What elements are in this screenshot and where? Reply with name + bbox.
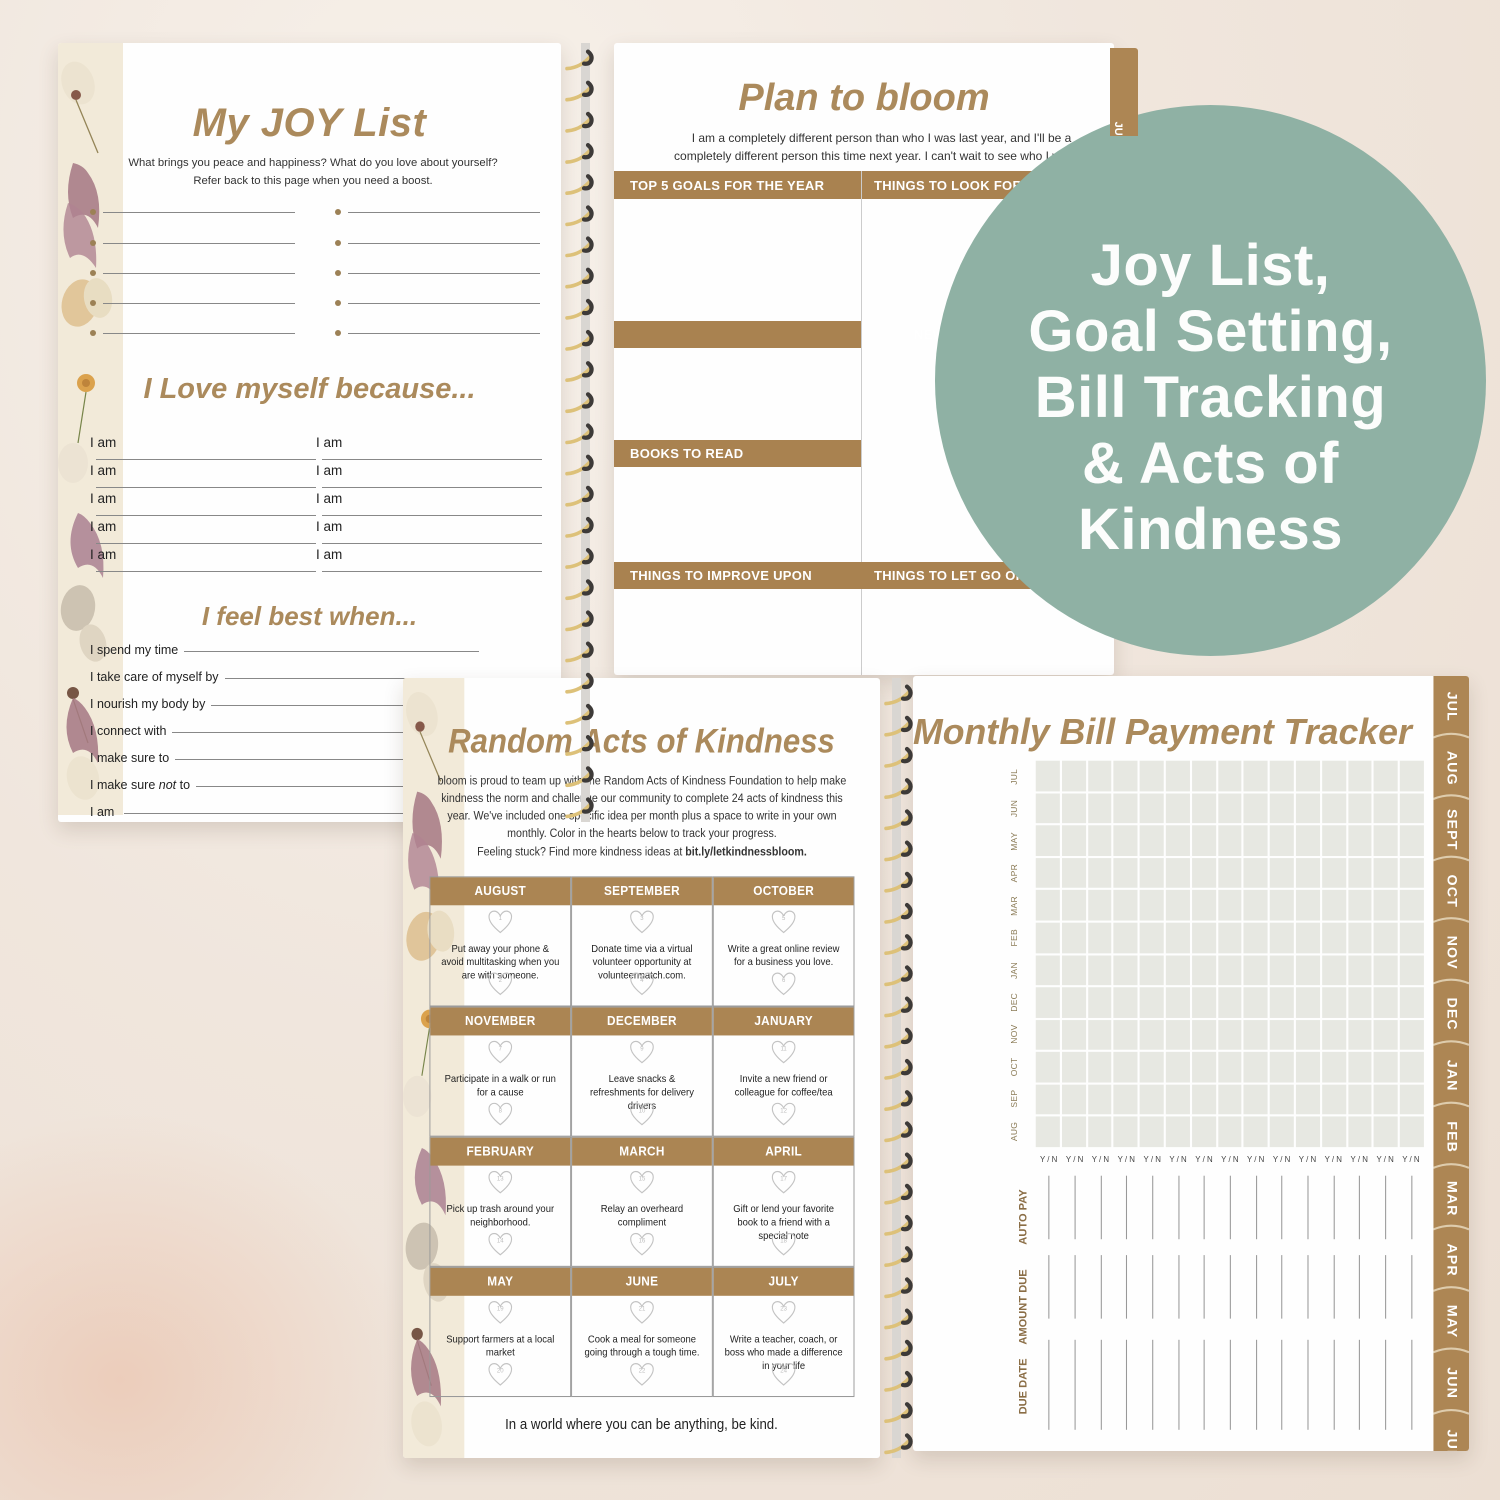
svg-text:SEPT: SEPT: [1443, 809, 1459, 851]
svg-text:MAR: MAR: [1443, 1181, 1459, 1217]
svg-text:OCT: OCT: [1443, 875, 1459, 908]
svg-text:JAN: JAN: [1443, 1060, 1459, 1092]
svg-text:JUL: JUL: [1443, 692, 1459, 722]
svg-text:18: 18: [780, 1237, 787, 1244]
svg-text:21: 21: [639, 1305, 646, 1312]
svg-text:16: 16: [639, 1237, 646, 1244]
svg-text:MAY: MAY: [1443, 1305, 1459, 1339]
svg-text:9: 9: [640, 1045, 644, 1052]
svg-text:15: 15: [639, 1175, 646, 1182]
svg-text:3: 3: [640, 915, 644, 922]
svg-text:AUG: AUG: [1443, 751, 1459, 786]
svg-text:20: 20: [497, 1367, 504, 1374]
svg-text:14: 14: [497, 1237, 504, 1244]
svg-text:24: 24: [780, 1367, 787, 1374]
svg-text:17: 17: [780, 1175, 787, 1182]
svg-text:APR: APR: [1443, 1243, 1459, 1276]
svg-text:12: 12: [780, 1107, 787, 1114]
svg-text:5: 5: [782, 915, 786, 922]
svg-text:7: 7: [499, 1045, 503, 1052]
svg-text:6: 6: [782, 977, 786, 984]
svg-text:19: 19: [497, 1305, 504, 1312]
svg-text:11: 11: [781, 1045, 788, 1052]
svg-text:FEB: FEB: [1443, 1121, 1459, 1153]
svg-text:DEC: DEC: [1443, 997, 1459, 1030]
svg-text:JUN: JUN: [1443, 1367, 1459, 1399]
svg-text:2: 2: [499, 977, 503, 984]
svg-text:22: 22: [639, 1367, 646, 1374]
svg-text:8: 8: [499, 1107, 503, 1114]
svg-text:23: 23: [780, 1305, 787, 1312]
svg-text:4: 4: [640, 977, 644, 984]
svg-text:JUL: JUL: [1443, 1430, 1459, 1451]
svg-text:NOV: NOV: [1443, 936, 1459, 970]
svg-text:13: 13: [497, 1175, 504, 1182]
svg-text:10: 10: [639, 1107, 646, 1114]
svg-text:1: 1: [499, 915, 503, 922]
